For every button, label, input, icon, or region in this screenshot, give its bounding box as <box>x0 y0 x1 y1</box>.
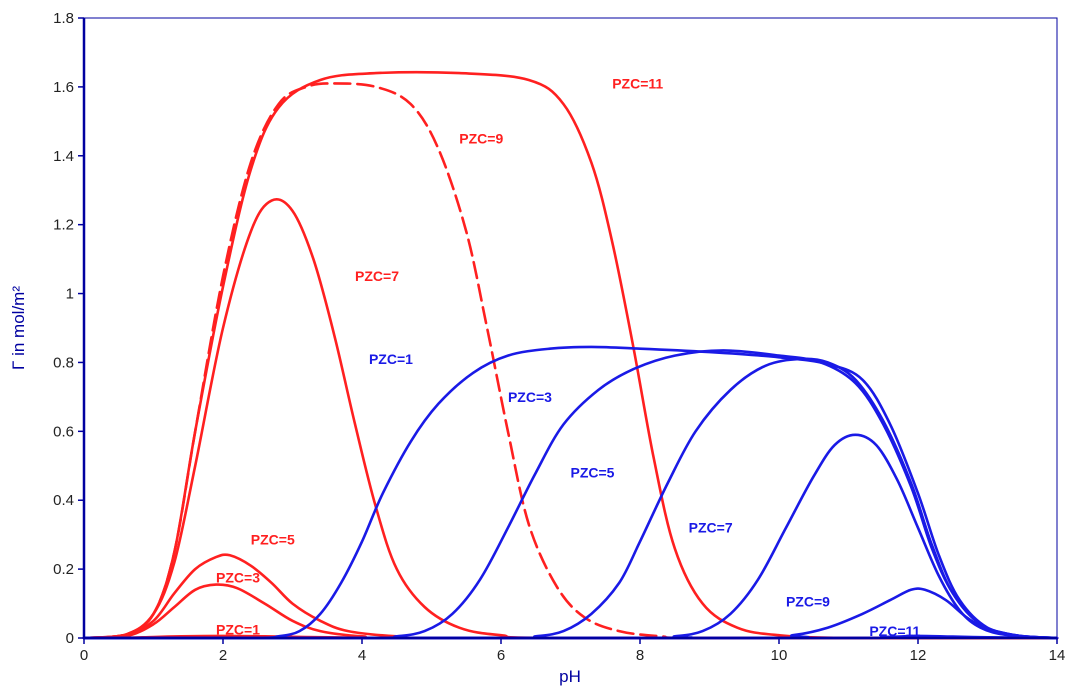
curve-label-blue-pzc-3: PZC=3 <box>508 389 552 405</box>
curve-label-blue-pzc-1: PZC=1 <box>369 351 413 367</box>
y-tick-label: 1.2 <box>53 217 74 234</box>
curve-label-blue-pzc-9: PZC=9 <box>786 594 830 610</box>
curve-label-blue-pzc-7: PZC=7 <box>689 520 733 536</box>
y-axis-title: Γ in mol/m² <box>9 286 28 370</box>
curve-label-red-pzc-1: PZC=1 <box>216 621 260 637</box>
y-tick-label: 1.8 <box>53 10 74 27</box>
series-line-blue-pzc-1 <box>82 345 1059 640</box>
x-tick-label: 12 <box>910 647 927 664</box>
series-line-red-pzc-11 <box>82 70 1059 640</box>
x-tick-label: 10 <box>771 647 788 664</box>
curve-label-red-pzc-7: PZC=7 <box>355 268 399 284</box>
y-tick-label: 1 <box>66 286 74 303</box>
curve-label-red-pzc-5: PZC=5 <box>251 532 295 548</box>
curve-label-red-pzc-11: PZC=11 <box>612 75 663 91</box>
y-tick-label: 1.4 <box>53 148 74 165</box>
y-tick-label: 1.6 <box>53 79 74 96</box>
curve-label-blue-pzc-11: PZC=11 <box>869 623 920 639</box>
x-tick-label: 0 <box>80 647 88 664</box>
x-tick-label: 14 <box>1049 647 1066 664</box>
y-tick-label: 0.6 <box>53 423 74 440</box>
x-axis-title: pH <box>559 667 581 686</box>
y-tick-label: 0.8 <box>53 354 74 371</box>
curve-label-blue-pzc-5: PZC=5 <box>571 465 615 481</box>
y-tick-label: 0 <box>66 630 74 647</box>
x-tick-label: 6 <box>497 647 505 664</box>
curve-label-red-pzc-3: PZC=3 <box>216 570 260 586</box>
x-tick-label: 4 <box>358 647 366 664</box>
curve-label-red-pzc-9: PZC=9 <box>459 130 503 146</box>
axes-layer <box>82 18 1057 640</box>
x-tick-label: 8 <box>636 647 644 664</box>
y-tick-label: 0.2 <box>53 561 74 578</box>
curve-labels-layer: PZC=1 PZC=3 PZC=5 PZC=7 PZC=9 PZC=11 PZC=1 PZC=… <box>216 75 920 639</box>
y-tick-label: 0.4 <box>53 492 74 509</box>
series-line-blue-pzc-5 <box>82 357 1059 640</box>
ticks-layer: 0 2 4 6 8 10 12 14 0 0.2 0.4 0.6 0.8 1 1.2 1.4 1.6 1.8 <box>53 10 1065 664</box>
series-line-red-pzc-7 <box>82 198 1059 640</box>
x-tick-label: 2 <box>219 647 227 664</box>
